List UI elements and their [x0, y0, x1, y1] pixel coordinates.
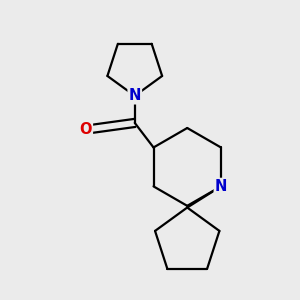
- Text: N: N: [129, 88, 141, 103]
- Text: N: N: [215, 179, 227, 194]
- Text: O: O: [80, 122, 92, 137]
